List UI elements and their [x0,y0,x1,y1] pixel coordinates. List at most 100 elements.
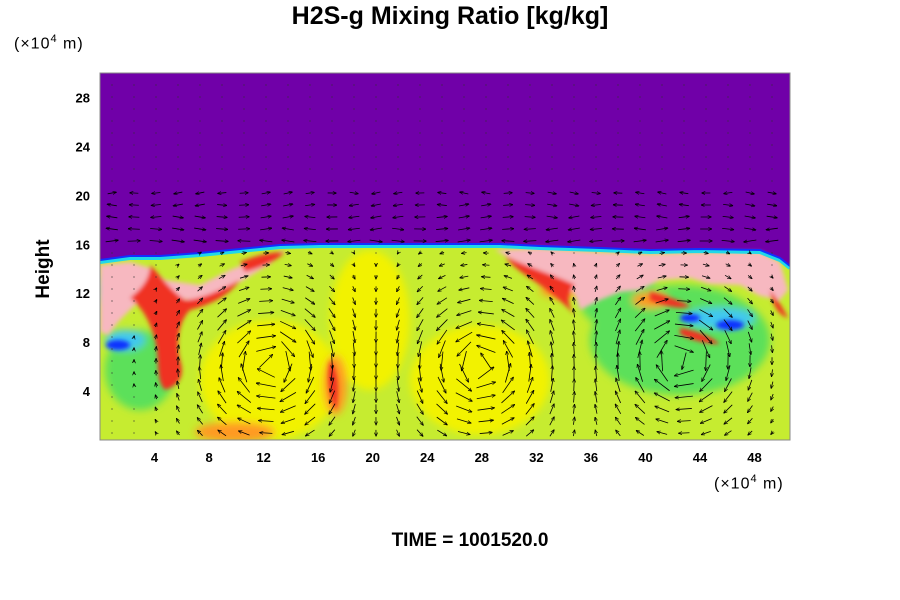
wind-vector [133,108,135,110]
wind-vector [397,96,399,98]
wind-vector [749,120,751,122]
wind-vector [639,84,641,86]
wind-vector [375,168,377,170]
wind-vector [238,241,251,242]
wind-vector [635,391,646,404]
wind-vector [437,204,447,205]
wind-vector [177,84,179,86]
wind-vector [372,192,381,194]
wind-vector [526,377,533,393]
wind-vector [111,300,113,302]
wind-vector [661,144,663,146]
wind-vector [771,276,773,278]
wind-vector [155,407,156,411]
wind-vector [151,205,161,206]
wind-vector [111,384,113,386]
wind-vector [655,240,669,242]
wind-vector [683,84,685,86]
wind-vector [111,108,113,110]
wind-vector [176,299,179,304]
wind-vector [306,340,313,358]
wind-vector [699,391,713,401]
wind-vector [463,168,465,170]
wind-vector [199,180,201,182]
wind-vector [683,132,685,134]
wind-vector [656,365,669,382]
wind-vector [480,289,492,290]
wind-vector [677,240,691,241]
wind-vector [197,320,202,330]
wind-vector [551,180,553,182]
wind-vector [748,405,753,412]
wind-vector [353,252,354,254]
wind-vector [550,275,553,280]
wind-vector [749,343,751,354]
wind-vector [705,144,707,146]
wind-vector [133,144,135,146]
wind-vector [155,120,157,122]
wind-vector [705,168,707,170]
wind-vector [397,252,398,254]
wind-vector [375,96,377,98]
wind-vector [150,229,162,230]
wind-vector [617,144,619,146]
wind-vector [194,228,206,230]
wind-vector [771,120,773,122]
wind-vector [218,287,225,292]
wind-vector [661,156,663,158]
wind-vector [749,168,751,170]
wind-vector [221,108,223,110]
wind-vector [304,319,315,330]
wind-vector [353,378,355,392]
wind-vector [526,319,535,332]
wind-vector [241,252,247,253]
wind-vector [595,120,597,122]
wind-vector [105,240,119,242]
wind-vector [573,297,574,305]
wind-vector [771,406,774,412]
wind-vector [243,168,245,170]
wind-vector [701,430,711,434]
wind-vector [674,369,694,376]
wind-vector [656,228,668,230]
wind-vector [507,144,509,146]
wind-vector [461,264,468,265]
wind-vector [617,168,619,170]
wind-vector [352,297,356,305]
wind-vector [375,132,377,134]
wind-vector [396,391,400,402]
wind-vector [397,274,399,279]
wind-vector [526,330,534,345]
wind-vector [725,341,730,356]
wind-vector [748,379,753,390]
wind-vector [501,418,514,425]
wind-vector [674,323,693,326]
wind-vector [507,108,509,110]
wind-vector [551,120,553,122]
wind-vector [503,193,513,194]
wind-vector [705,96,707,98]
wind-vector [460,276,469,278]
wind-vector [419,156,421,158]
wind-vector [329,429,336,437]
wind-vector [674,345,694,353]
wind-vector [595,156,597,158]
wind-vector [308,363,313,382]
wind-vector [353,120,355,122]
wind-vector [155,108,157,110]
wind-vector [133,264,135,266]
wind-vector [282,240,295,242]
wind-vector [353,180,355,182]
wind-vector [111,432,113,434]
wind-vector [197,332,202,343]
wind-vector [529,84,531,86]
wind-vector [396,403,400,414]
wind-vector [259,301,272,302]
wind-vector [678,228,690,229]
wind-vector [133,324,135,326]
wind-vector [745,192,755,194]
wind-vector [111,144,113,146]
x-tick-label: 44 [693,450,708,465]
wind-vector [478,420,494,422]
wind-vector [771,393,773,400]
